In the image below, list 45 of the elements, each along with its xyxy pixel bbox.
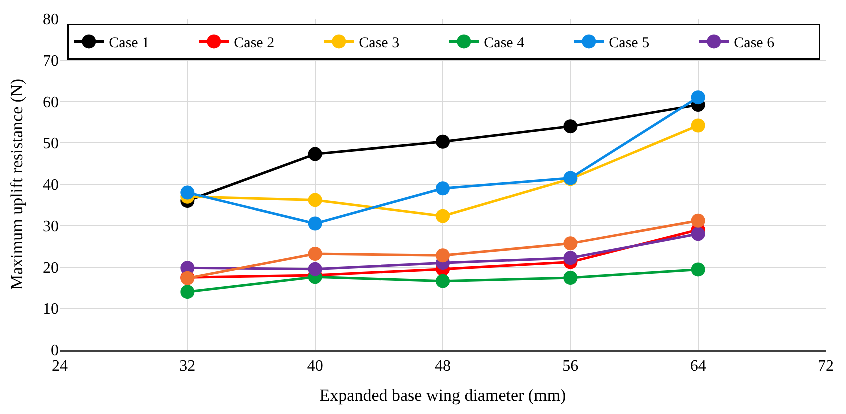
x-tick-label: 64 — [690, 358, 706, 376]
legend-label: Case 2 — [234, 36, 275, 52]
x-axis-title: Expanded base wing diameter (mm) — [320, 386, 566, 406]
point — [436, 209, 450, 224]
point — [436, 134, 450, 149]
x-tick-label: 40 — [307, 358, 324, 376]
legend-label: Case 1 — [109, 36, 150, 52]
point — [308, 147, 322, 162]
y-tick-label: 0 — [51, 342, 59, 360]
legend-label: Case 4 — [484, 36, 526, 52]
point — [564, 120, 578, 134]
point — [564, 271, 578, 286]
point — [180, 186, 195, 200]
point — [564, 251, 578, 266]
y-tick-label: 60 — [43, 94, 59, 112]
y-tick-label: 30 — [43, 218, 59, 236]
point — [436, 248, 450, 263]
y-tick-label: 10 — [43, 301, 59, 318]
point — [564, 236, 578, 251]
y-tick-label: 50 — [43, 136, 59, 153]
y-tick-label: 80 — [43, 12, 59, 29]
point — [308, 216, 322, 231]
y-tick-label: 70 — [43, 52, 59, 70]
x-tick-label: 24 — [52, 358, 68, 376]
point — [308, 193, 322, 208]
y-tick-label: 20 — [43, 260, 59, 277]
point — [691, 118, 706, 133]
point — [691, 227, 706, 242]
point — [691, 90, 706, 105]
y-tick-label: 40 — [43, 177, 59, 194]
point — [691, 214, 706, 228]
x-tick-label: 72 — [818, 358, 834, 376]
x-tick-label: 32 — [180, 358, 196, 376]
point — [436, 182, 450, 196]
point — [691, 262, 706, 277]
x-tick-label: 48 — [435, 358, 451, 376]
x-tick-label: 56 — [562, 358, 579, 376]
point — [180, 285, 195, 300]
point — [308, 247, 322, 262]
point — [436, 274, 450, 288]
legend-label: Case 3 — [359, 36, 400, 52]
legend-label: Case 6 — [734, 36, 776, 52]
legend-label: Case 5 — [609, 36, 650, 52]
y-axis-title: Maximum uplift resistance (N) — [8, 78, 27, 290]
point — [308, 262, 322, 276]
